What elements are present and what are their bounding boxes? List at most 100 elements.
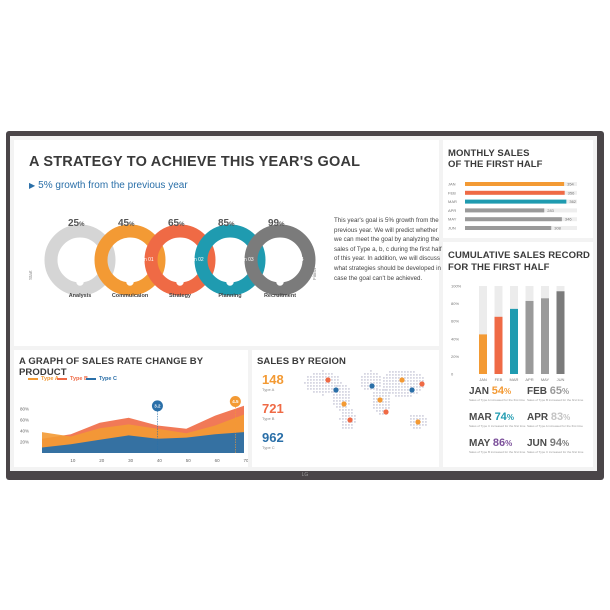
map-dot	[307, 379, 309, 381]
map-dot	[385, 395, 387, 397]
map-dot	[331, 376, 333, 378]
legend-item-2: Type B	[57, 376, 88, 382]
month-stat-mar: MAR 74%	[469, 411, 514, 423]
map-dot	[367, 388, 369, 390]
strategy-rings	[44, 224, 316, 296]
map-dot	[328, 391, 330, 393]
month-value: 74	[494, 411, 507, 423]
map-dot	[376, 388, 378, 390]
map-dot	[413, 383, 415, 385]
percent-unit: %	[229, 222, 235, 228]
map-dot	[331, 382, 333, 384]
map-dot	[361, 385, 363, 387]
month-tick: APR	[448, 208, 456, 213]
map-dot	[339, 409, 341, 411]
map-dot	[351, 421, 353, 423]
map-dot	[376, 407, 378, 409]
area-type-c	[42, 432, 244, 453]
option-label-5: Option 04	[282, 257, 304, 263]
map-dot	[345, 409, 347, 411]
map-pin-icon	[341, 401, 347, 407]
map-dot	[388, 398, 390, 400]
map-dot	[316, 382, 318, 384]
map-dot	[416, 418, 418, 420]
map-dot	[422, 380, 424, 382]
x-tick: 70	[243, 458, 248, 463]
map-dot	[373, 404, 375, 406]
map-dot	[373, 388, 375, 390]
map-dot	[398, 389, 400, 391]
map-dot	[313, 388, 315, 390]
map-dot	[395, 395, 397, 397]
month-value: 54	[491, 385, 505, 397]
map-dot	[376, 376, 378, 378]
map-dot	[342, 421, 344, 423]
map-dot	[389, 374, 391, 376]
map-dot	[342, 409, 344, 411]
play-arrow-icon: ▶	[29, 181, 36, 190]
map-dot	[401, 371, 403, 373]
month-tick: MAR	[448, 199, 457, 204]
map-dot	[342, 385, 344, 387]
map-dot	[413, 427, 415, 429]
bar-value-label: 362	[569, 199, 576, 204]
map-dot	[388, 395, 390, 397]
map-dot	[410, 380, 412, 382]
map-dot	[373, 401, 375, 403]
map-dot	[376, 410, 378, 412]
map-dot	[401, 383, 403, 385]
map-dot	[336, 406, 338, 408]
map-dot	[407, 395, 409, 397]
map-dot	[392, 389, 394, 391]
map-dot	[413, 374, 415, 376]
map-dot	[398, 374, 400, 376]
month-unit: %	[563, 413, 571, 422]
map-dot	[322, 394, 324, 396]
strategy-panel: A STRATEGY TO ACHIEVE THIS YEAR'S GOAL ▶…	[14, 140, 442, 346]
map-dot	[354, 421, 356, 423]
x-tick: FEB	[495, 377, 503, 382]
y-tick: 100%	[451, 284, 462, 289]
map-dot	[385, 404, 387, 406]
map-dot	[340, 382, 342, 384]
map-dot	[407, 374, 409, 376]
map-dot	[379, 379, 381, 381]
map-dot	[322, 385, 324, 387]
map-dot	[348, 409, 350, 411]
legend-swatch	[57, 377, 67, 380]
region-title: SALES BY REGION	[257, 356, 346, 367]
map-dot	[410, 424, 412, 426]
map-dot	[386, 389, 388, 391]
month-unit: %	[505, 439, 513, 448]
map-dot	[345, 400, 347, 402]
map-dot	[373, 392, 375, 394]
map-dot	[319, 382, 321, 384]
map-dot	[389, 377, 391, 379]
month-stat-may: MAY 86%	[469, 437, 512, 449]
map-dot	[386, 374, 388, 376]
map-dot	[416, 424, 418, 426]
map-dot	[307, 376, 309, 378]
map-dot	[348, 391, 350, 393]
map-dot	[333, 394, 335, 396]
strategy-paragraph: This year's goal is 5% growth from the p…	[334, 217, 442, 282]
map-dot	[389, 389, 391, 391]
map-dot	[385, 392, 387, 394]
monthly-title-2: OF THE FIRST HALF	[448, 159, 543, 170]
cumulative-bar-jun	[556, 291, 565, 374]
map-dot	[385, 389, 387, 391]
map-dot	[364, 388, 366, 390]
month-stat-feb: FEB 65%	[527, 385, 569, 397]
map-dot	[373, 382, 375, 384]
percent-unit: %	[79, 222, 85, 228]
month-tick: MAY	[448, 217, 457, 222]
map-dot	[410, 374, 412, 376]
map-dot	[413, 418, 415, 420]
map-dot	[404, 395, 406, 397]
map-dot	[328, 388, 330, 390]
map-dot	[398, 377, 400, 379]
month-value: 65	[549, 385, 563, 397]
map-dot	[342, 424, 344, 426]
map-dot	[404, 386, 406, 388]
map-dot	[422, 421, 424, 423]
